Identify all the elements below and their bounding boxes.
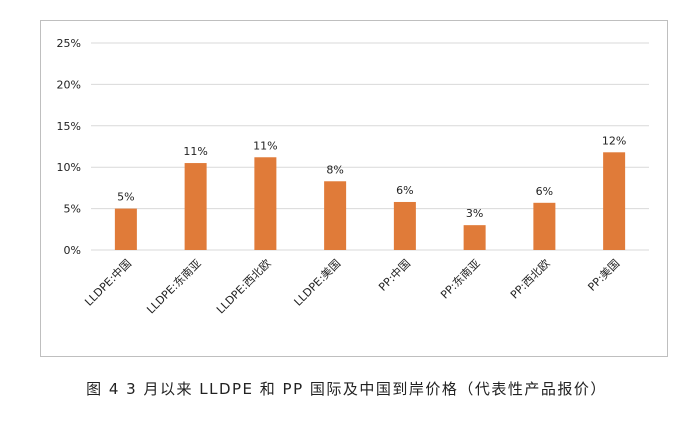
bar xyxy=(463,225,486,250)
bar xyxy=(254,157,277,250)
chart-frame: 0% 5% 10% 15% 20% 25% 5% 11% 11% 8% 6% 3% 6% 12% LLD… xyxy=(40,20,668,357)
data-label: 12% xyxy=(602,134,626,147)
data-label: 3% xyxy=(466,207,483,220)
bar xyxy=(603,152,626,250)
data-label: 5% xyxy=(117,191,134,204)
data-label: 11% xyxy=(253,139,277,152)
y-tick-label: 15% xyxy=(57,120,81,133)
data-label: 6% xyxy=(536,185,553,198)
figure-caption: 图 4 3 月以来 LLDPE 和 PP 国际及中国到岸价格（代表性产品报价） xyxy=(86,380,607,398)
category-label: LLDPE:中国 xyxy=(82,257,134,309)
bar xyxy=(324,181,347,250)
data-labels: 5% 11% 11% 8% 6% 3% 6% 12% xyxy=(117,134,626,220)
bar xyxy=(393,201,416,250)
category-label: LLDPE:东南亚 xyxy=(144,257,203,316)
data-label: 11% xyxy=(183,145,207,158)
bar xyxy=(533,202,556,250)
y-tick-label: 0% xyxy=(64,244,81,257)
bar xyxy=(184,163,207,250)
category-label: PP:中国 xyxy=(376,257,413,294)
y-tick-label: 10% xyxy=(57,161,81,174)
bar-chart: 0% 5% 10% 15% 20% 25% 5% 11% 11% 8% 6% 3% 6% 12% LLD… xyxy=(57,37,649,316)
bar xyxy=(114,208,137,250)
y-axis-ticks: 0% 5% 10% 15% 20% 25% xyxy=(57,37,81,257)
x-axis-categories: LLDPE:中国 LLDPE:东南亚 LLDPE:西北欧 LLDPE:美国 PP:中国 P… xyxy=(82,257,622,316)
category-label: LLDPE:美国 xyxy=(292,257,344,309)
gridlines xyxy=(91,42,649,251)
category-label: PP:美国 xyxy=(585,257,622,294)
data-label: 6% xyxy=(396,184,413,197)
y-tick-label: 20% xyxy=(57,78,81,91)
bars xyxy=(114,152,626,250)
category-label: PP:西北欧 xyxy=(508,257,553,302)
category-label: PP:东南亚 xyxy=(438,257,483,302)
y-tick-label: 25% xyxy=(57,37,81,50)
y-tick-label: 5% xyxy=(64,203,81,216)
data-label: 8% xyxy=(326,163,343,176)
category-label: LLDPE:西北欧 xyxy=(214,257,273,316)
